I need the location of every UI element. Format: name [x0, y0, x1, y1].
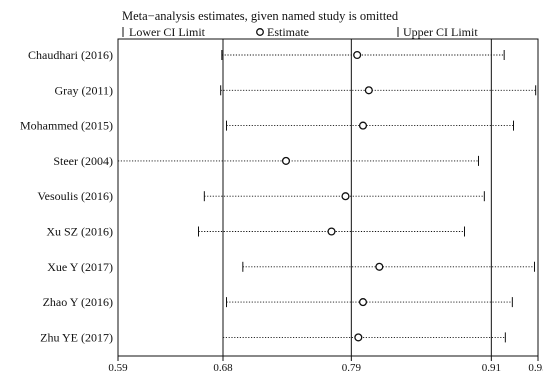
study-row-6: Xue Y (2017)	[47, 260, 535, 274]
x-axis: 0.59 0.68 0.79 0.91 0.95	[108, 355, 543, 374]
study-rows: Chaudhari (2016) Gray (2011) Mohammed (201…	[20, 48, 537, 344]
study-label: Xu SZ (2016)	[46, 225, 113, 239]
plot-frame	[117, 38, 539, 357]
study-row-4: Vesoulis (2016)	[37, 189, 485, 203]
estimate-point	[358, 298, 368, 307]
estimate-point	[354, 333, 363, 342]
study-row-8: Zhu YE (2017)	[40, 330, 506, 344]
x-tick-label-1: 0.68	[213, 362, 233, 374]
legend-lower-label: Lower CI Limit	[129, 25, 206, 39]
estimate-point	[353, 50, 362, 60]
study-row-1: Gray (2011)	[54, 83, 537, 97]
x-tick-label-4: 0.95	[528, 362, 543, 374]
study-label: Chaudhari (2016)	[28, 48, 113, 62]
study-label: Gray (2011)	[54, 83, 113, 97]
estimate-point	[327, 227, 336, 236]
estimate-point	[341, 192, 350, 201]
study-label: Steer (2004)	[53, 154, 113, 168]
study-label: Vesoulis (2016)	[37, 189, 113, 203]
x-tick-label-3: 0.91	[482, 362, 501, 374]
estimate-point	[375, 262, 384, 271]
study-row-0: Chaudhari (2016)	[28, 48, 505, 62]
study-row-5: Xu SZ (2016)	[46, 225, 465, 239]
study-label: Mohammed (2015)	[20, 119, 113, 133]
estimate-point	[358, 121, 368, 130]
study-row-7: Zhao Y (2016)	[43, 295, 513, 309]
study-label: Zhu YE (2017)	[40, 330, 113, 344]
legend-upper-label: Upper CI Limit	[403, 25, 478, 39]
chart-title: Meta−analysis estimates, given named stu…	[122, 9, 399, 23]
estimate-point	[281, 156, 291, 165]
study-row-3: Steer (2004)	[53, 154, 479, 168]
reference-lines	[222, 39, 492, 356]
study-label: Xue Y (2017)	[47, 260, 113, 274]
study-row-2: Mohammed (2015)	[20, 119, 514, 133]
legend: Lower CI Limit Estimate Upper CI Limit	[122, 25, 478, 39]
x-tick-label-0: 0.59	[108, 362, 128, 374]
x-tick-label-2: 0.79	[342, 362, 362, 374]
legend-estimate-marker	[256, 28, 264, 36]
legend-estimate-label: Estimate	[267, 25, 309, 39]
estimate-point	[364, 86, 373, 95]
study-label: Zhao Y (2016)	[43, 295, 113, 309]
